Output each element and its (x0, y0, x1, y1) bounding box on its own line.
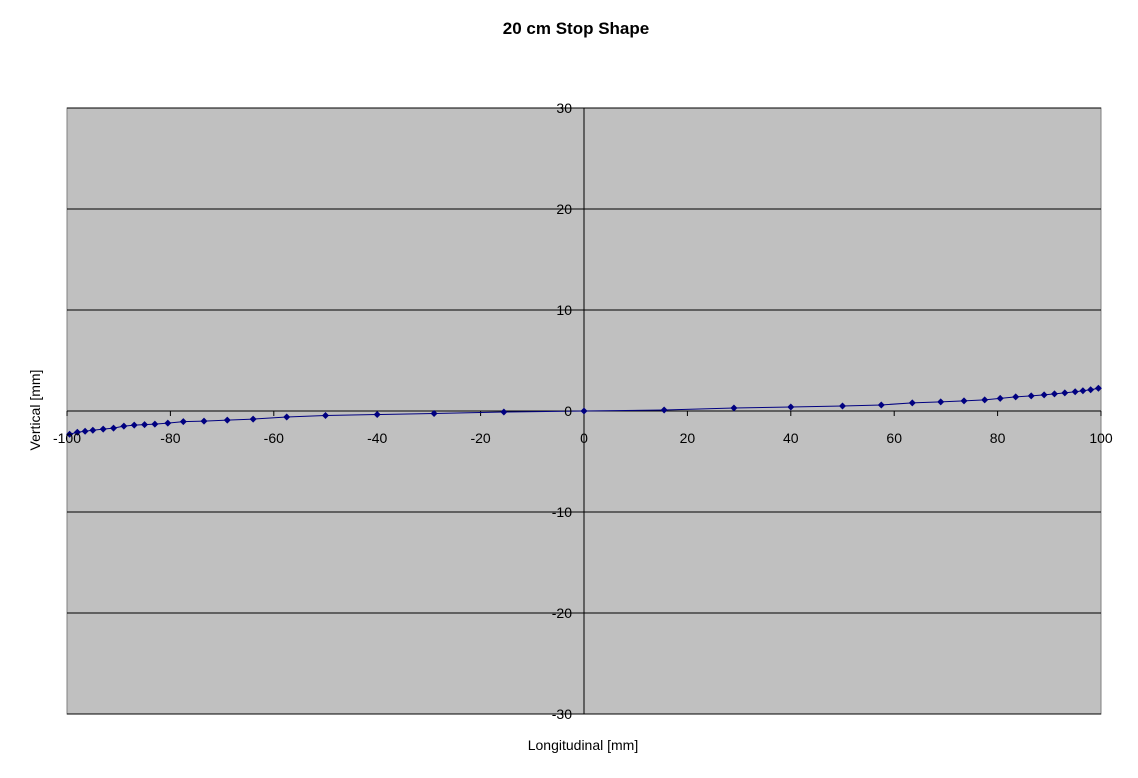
x-tick-label: 80 (990, 430, 1006, 446)
x-tick-label: 20 (680, 430, 696, 446)
data-point (373, 411, 381, 419)
data-point (500, 408, 508, 416)
x-tick-label: -20 (470, 430, 490, 446)
x-tick-label: -80 (160, 430, 180, 446)
data-point (151, 420, 159, 428)
data-point (164, 419, 172, 427)
data-point (1061, 389, 1069, 397)
y-axis-label: Vertical [mm] (27, 370, 43, 451)
data-point (730, 404, 738, 412)
data-point (283, 413, 291, 421)
data-point (580, 407, 588, 415)
data-point (908, 399, 916, 407)
x-tick-label: 60 (886, 430, 902, 446)
data-point (110, 424, 118, 432)
y-tick-label: 20 (556, 201, 572, 217)
x-tick-label: 0 (580, 430, 588, 446)
data-point (981, 396, 989, 404)
data-point (996, 394, 1004, 402)
data-point (200, 417, 208, 425)
data-point (81, 427, 89, 435)
data-point (73, 428, 81, 436)
data-point (66, 430, 74, 438)
y-tick-label: 10 (556, 302, 572, 318)
data-point (877, 401, 885, 409)
x-axis-label: Longitudinal [mm] (528, 737, 639, 753)
data-point (89, 426, 97, 434)
x-tick-label: 40 (783, 430, 799, 446)
data-point (99, 425, 107, 433)
x-tick-label: 100 (1089, 430, 1113, 446)
y-tick-label: 30 (556, 100, 572, 116)
data-point (130, 421, 138, 429)
data-point (179, 418, 187, 426)
data-point (1094, 384, 1102, 392)
data-point (660, 406, 668, 414)
y-tick-label: 0 (564, 403, 572, 419)
data-point (1012, 393, 1020, 401)
data-point (960, 397, 968, 405)
x-tick-label: -100 (53, 430, 81, 446)
data-point (1027, 392, 1035, 400)
data-point (1079, 387, 1087, 395)
y-tick-label: -20 (552, 605, 572, 621)
data-point (937, 398, 945, 406)
data-point (1050, 390, 1058, 398)
data-point (839, 402, 846, 410)
y-tick-label: -30 (552, 706, 572, 722)
chart-title: 20 cm Stop Shape (503, 19, 649, 38)
data-point (1040, 391, 1048, 399)
data-point (1071, 388, 1079, 396)
series-line (69, 387, 1099, 435)
x-tick-label: -60 (264, 430, 284, 446)
data-point (120, 422, 128, 430)
data-point (322, 412, 329, 420)
data-point (249, 415, 257, 423)
data-point (430, 410, 438, 418)
data-point (223, 416, 231, 424)
x-tick-label: -40 (367, 430, 387, 446)
data-series (66, 384, 1102, 438)
data-point (141, 421, 149, 429)
data-point (1087, 386, 1095, 394)
y-tick-label: -10 (552, 504, 572, 520)
data-point (787, 403, 795, 411)
